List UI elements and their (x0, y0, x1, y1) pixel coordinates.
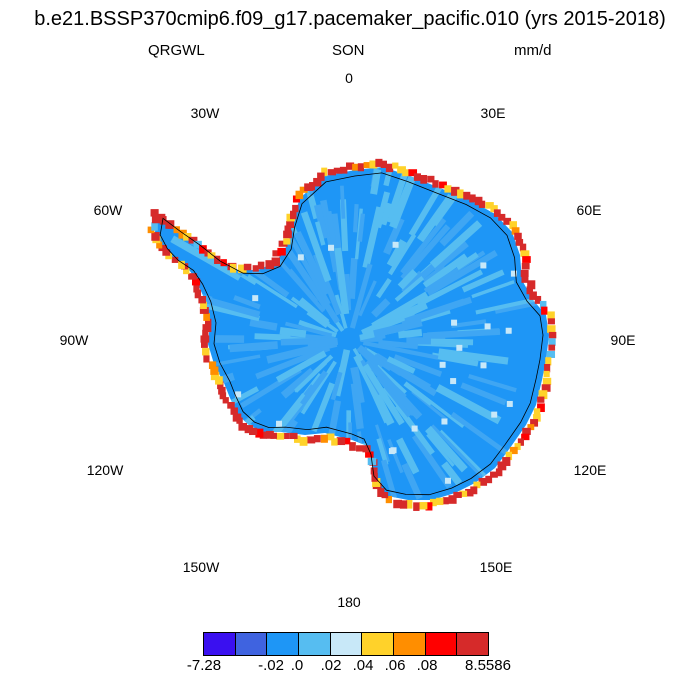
colorbar-label: .02 (320, 657, 342, 674)
units-label: mm/d (514, 42, 552, 59)
lon-label-120e: 120E (573, 462, 607, 478)
colorbar-swatch-5 (362, 633, 395, 655)
colorbar-label: .06 (384, 657, 406, 674)
colorbar-label: .04 (352, 657, 374, 674)
colorbar-label: 8.5586 (465, 657, 511, 674)
lon-label-60w: 60W (93, 202, 123, 218)
lon-label-0: 0 (345, 70, 353, 86)
lon-label-150w: 150W (182, 559, 220, 575)
coastline-cells (147, 158, 557, 511)
coastline (159, 172, 544, 496)
lon-label-90e: 90E (610, 332, 636, 348)
lon-label-60e: 60E (576, 202, 602, 218)
colorbar-swatch-7 (425, 633, 458, 655)
lon-label-180: 180 (337, 594, 361, 610)
variable-label: QRGWL (148, 42, 205, 59)
colorbar-label: -7.28 (186, 657, 222, 674)
lon-label-90w: 90W (59, 332, 89, 348)
colorbar-swatch-6 (394, 633, 426, 655)
colorbar-swatch-3 (299, 633, 331, 655)
colorbar-label: .08 (416, 657, 438, 674)
colorbar-swatch-2 (267, 633, 300, 655)
colorbar-swatch-1 (235, 633, 268, 655)
season-label: SON (332, 42, 365, 59)
colorbar-label: .0 (290, 657, 304, 674)
lon-label-30w: 30W (190, 105, 220, 121)
lon-label-120w: 120W (86, 462, 124, 478)
plot-title: b.e21.BSSP370cmip6.f09_g17.pacemaker_pac… (34, 8, 666, 30)
colorbar-label: -.02 (258, 657, 284, 674)
colorbar-swatch-8 (457, 633, 489, 655)
colorbar-swatch-0 (204, 633, 236, 655)
lon-label-30e: 30E (480, 105, 506, 121)
colorbar (203, 632, 489, 656)
colorbar-swatch-4 (330, 633, 363, 655)
lon-label-150e: 150E (479, 559, 513, 575)
